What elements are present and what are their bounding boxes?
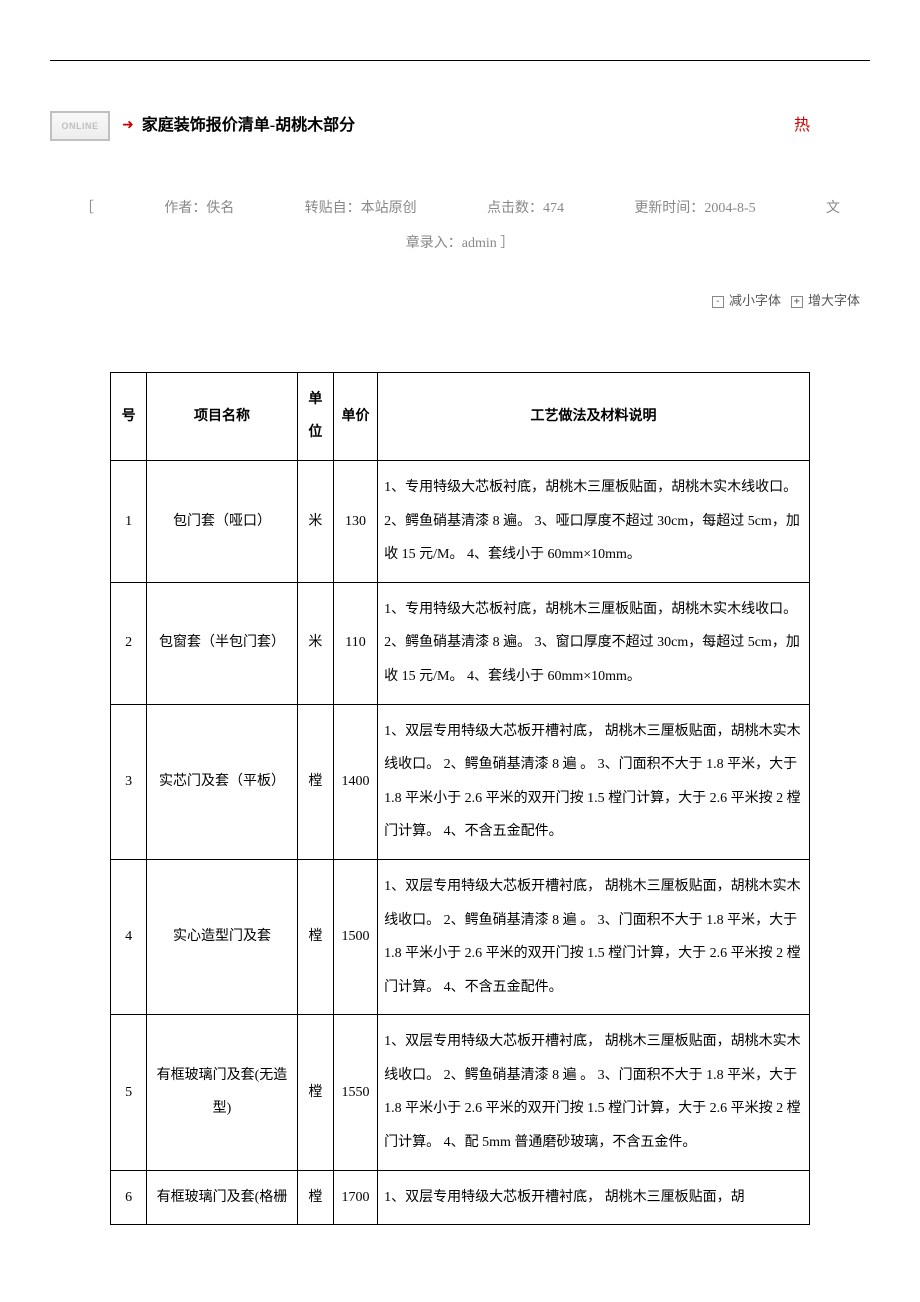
site-logo: ONLINE [50,111,110,141]
cell-unit: 樘 [297,1015,333,1170]
increase-font-link[interactable]: 增大字体 [808,293,860,308]
col-header-price: 单价 [333,372,377,460]
table-row: 6 有框玻璃门及套(格栅 樘 1700 1、双层专用特级大芯板开槽衬底， 胡桃木… [111,1170,810,1225]
cell-price: 130 [333,460,377,582]
table-row: 1 包门套（哑口） 米 130 1、专用特级大芯板衬底，胡桃木三厘板贴面，胡桃木… [111,460,810,582]
cell-unit: 米 [297,460,333,582]
price-table: 号 项目名称 单位 单价 工艺做法及材料说明 1 包门套（哑口） 米 130 1… [110,372,810,1225]
cell-num: 1 [111,460,147,582]
meta-row-2: 章录入：admin ］ [70,226,850,261]
cell-desc: 1、双层专用特级大芯板开槽衬底， 胡桃木三厘板贴面，胡桃木实木线收口。 2、鳄鱼… [378,859,810,1014]
cell-name: 包门套（哑口） [147,460,298,582]
cell-name: 实芯门及套（平板） [147,704,298,859]
cell-price: 1500 [333,859,377,1014]
table-row: 5 有框玻璃门及套(无造型) 樘 1550 1、双层专用特级大芯板开槽衬底， 胡… [111,1015,810,1170]
cell-price: 1700 [333,1170,377,1225]
arrow-icon: ➜ [122,115,134,137]
cell-name: 包窗套（半包门套） [147,582,298,704]
meta-row-1: ［ 作者：佚名 转贴自：本站原创 点击数：474 更新时间：2004-8-5 文 [70,191,850,226]
decrease-font-link[interactable]: 减小字体 [729,293,781,308]
article-title: 家庭装饰报价清单-胡桃木部分 [142,113,794,139]
cell-desc: 1、双层专用特级大芯板开槽衬底， 胡桃木三厘板贴面，胡 [378,1170,810,1225]
cell-name: 实心造型门及套 [147,859,298,1014]
cell-num: 4 [111,859,147,1014]
meta-repost: 转贴自：本站原创 [305,191,417,226]
cell-desc: 1、双层专用特级大芯板开槽衬底， 胡桃木三厘板贴面，胡桃木实木线收口。 2、鳄鱼… [378,1015,810,1170]
meta-author: 作者：佚名 [164,191,234,226]
cell-unit: 米 [297,582,333,704]
meta-hits: 点击数：474 [487,191,564,226]
col-header-num: 号 [111,372,147,460]
plus-icon[interactable]: + [791,296,803,308]
cell-price: 1550 [333,1015,377,1170]
cell-price: 1400 [333,704,377,859]
meta-bracket-open: ［ [80,191,94,226]
meta-bracket-close: ］ [500,236,514,251]
cell-desc: 1、双层专用特级大芯板开槽衬底， 胡桃木三厘板贴面，胡桃木实木线收口。 2、鳄鱼… [378,704,810,859]
col-header-name: 项目名称 [147,372,298,460]
cell-num: 2 [111,582,147,704]
table-header-row: 号 项目名称 单位 单价 工艺做法及材料说明 [111,372,810,460]
cell-unit: 樘 [297,859,333,1014]
cell-desc: 1、专用特级大芯板衬底，胡桃木三厘板贴面，胡桃木实木线收口。 2、鳄鱼硝基清漆 … [378,460,810,582]
cell-name: 有框玻璃门及套(无造型) [147,1015,298,1170]
col-header-desc: 工艺做法及材料说明 [378,372,810,460]
table-row: 2 包窗套（半包门套） 米 110 1、专用特级大芯板衬底，胡桃木三厘板贴面，胡… [111,582,810,704]
cell-desc: 1、专用特级大芯板衬底，胡桃木三厘板贴面，胡桃木实木线收口。 2、鳄鱼硝基清漆 … [378,582,810,704]
cell-num: 5 [111,1015,147,1170]
cell-unit: 樘 [297,1170,333,1225]
hot-badge: 热 [794,113,810,139]
cell-num: 6 [111,1170,147,1225]
article-header: ONLINE ➜ 家庭装饰报价清单-胡桃木部分 热 [50,111,870,141]
table-row: 3 实芯门及套（平板） 樘 1400 1、双层专用特级大芯板开槽衬底， 胡桃木三… [111,704,810,859]
cell-num: 3 [111,704,147,859]
col-header-unit: 单位 [297,372,333,460]
cell-unit: 樘 [297,704,333,859]
table-row: 4 实心造型门及套 樘 1500 1、双层专用特级大芯板开槽衬底， 胡桃木三厘板… [111,859,810,1014]
article-meta: ［ 作者：佚名 转贴自：本站原创 点击数：474 更新时间：2004-8-5 文… [50,191,870,261]
page-top-divider [50,60,870,61]
meta-entry-prefix: 文 [826,191,840,226]
font-size-controls: - 减小字体 + 增大字体 [50,291,870,312]
minus-icon[interactable]: - [712,296,724,308]
table-body: 1 包门套（哑口） 米 130 1、专用特级大芯板衬底，胡桃木三厘板贴面，胡桃木… [111,460,810,1224]
meta-entry: 章录入：admin [406,236,497,251]
cell-name: 有框玻璃门及套(格栅 [147,1170,298,1225]
cell-price: 110 [333,582,377,704]
meta-update: 更新时间：2004-8-5 [634,191,755,226]
